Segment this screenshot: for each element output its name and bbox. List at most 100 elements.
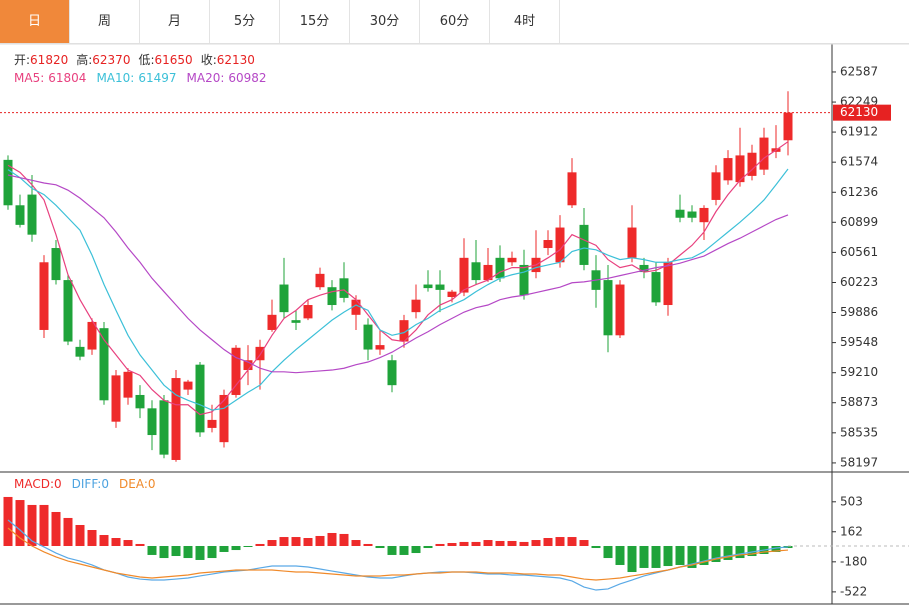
legend-text: 61650 <box>155 53 193 67</box>
y-tick-label: 58535 <box>840 425 878 439</box>
candle-body <box>747 152 757 176</box>
macd-bar <box>555 537 565 546</box>
macd-bar <box>723 545 733 560</box>
macd-bar <box>651 545 661 568</box>
macd-bar <box>171 545 181 557</box>
period-tab[interactable]: 30分 <box>350 0 420 43</box>
candle-body <box>423 284 433 289</box>
legend-text: 收: <box>201 53 217 67</box>
macd-bar <box>243 545 253 547</box>
macd-bar <box>531 540 541 546</box>
macd-bar <box>351 540 361 546</box>
candle-body <box>27 194 37 235</box>
candle-body <box>519 264 529 296</box>
period-tab[interactable]: 周 <box>70 0 140 43</box>
macd-bar <box>75 524 85 546</box>
candle-body <box>411 299 421 313</box>
y-tick-label: 62587 <box>840 64 878 78</box>
period-tab[interactable]: 4时 <box>490 0 560 43</box>
candle-body <box>555 227 565 263</box>
candle-body <box>507 257 517 263</box>
legend: MACD:0 DIFF:0 DEA:0 <box>14 477 156 491</box>
candle-body <box>75 346 85 357</box>
legend-text: DIFF: <box>72 477 102 491</box>
candle-body <box>711 172 721 200</box>
macd-bar <box>663 545 673 567</box>
period-tab[interactable]: 5分 <box>210 0 280 43</box>
candle-body <box>291 320 301 323</box>
candle-body <box>135 394 145 409</box>
macd-bar <box>591 545 601 549</box>
macd-bar <box>111 538 121 546</box>
y-tick-label: 59210 <box>840 365 878 379</box>
candle-body <box>435 284 445 290</box>
macd-bar <box>687 545 697 568</box>
macd-bar <box>147 545 157 555</box>
macd-bar <box>303 538 313 546</box>
ma-line <box>7 174 789 374</box>
legend-text: 62370 <box>92 53 130 67</box>
macd-bar <box>315 535 325 546</box>
candle-body <box>483 264 493 281</box>
legend-label: MA10: <box>96 71 134 85</box>
macd-bar <box>615 545 625 565</box>
candle-body <box>207 419 217 428</box>
y-tick-label: -180 <box>840 554 867 568</box>
y-tick-label: 60899 <box>840 215 878 229</box>
y-tick-label: 58873 <box>840 395 878 409</box>
legend-label: MA5: <box>14 71 44 85</box>
candle-body <box>255 346 265 361</box>
candle-body <box>315 273 325 288</box>
macd-bar <box>123 540 133 546</box>
macd-bar <box>279 537 289 546</box>
candle-body <box>363 324 373 350</box>
legend-text: 高: <box>76 52 92 67</box>
macd-bar <box>387 545 397 555</box>
macd-line <box>7 519 789 591</box>
candle-body <box>495 257 505 279</box>
macd-bar <box>207 545 217 559</box>
legend-text: 0 <box>101 477 109 491</box>
candle-body <box>183 381 193 390</box>
period-tab[interactable]: 60分 <box>420 0 490 43</box>
macd-bar <box>771 545 781 552</box>
y-tick-label: 61912 <box>840 125 878 139</box>
candle-body <box>783 112 793 141</box>
legend: 开:61820 高:62370 低:61650 收:62130 <box>14 52 255 67</box>
candle-body <box>87 321 97 350</box>
macd-bar <box>435 543 445 546</box>
macd-bar <box>159 545 169 559</box>
macd-bar <box>735 545 745 559</box>
candle-body <box>111 375 121 422</box>
legend-text: 开: <box>14 53 30 67</box>
macd-bar <box>15 500 25 546</box>
candle-body <box>639 264 649 273</box>
legend-text: 低: <box>138 53 154 67</box>
y-tick-label: 61574 <box>840 155 878 169</box>
candle-body <box>651 272 661 303</box>
macd-bar <box>135 543 145 546</box>
candle-body <box>699 207 709 223</box>
macd-bar <box>543 538 553 546</box>
period-tab[interactable]: 15分 <box>280 0 350 43</box>
period-tab[interactable]: 月 <box>140 0 210 43</box>
macd-bar <box>327 532 337 546</box>
macd-bar <box>375 545 385 549</box>
legend: MA5: 61804 MA10: 61497 MA20: 60982 <box>14 71 267 85</box>
candle-body <box>99 328 109 401</box>
price-tag-label: 62130 <box>840 105 878 119</box>
legend-text: 0 <box>148 477 156 491</box>
macd-bar <box>579 540 589 546</box>
candle-body <box>579 224 589 265</box>
candle-body <box>459 257 469 293</box>
candle-body <box>663 262 673 306</box>
period-tab[interactable]: 日 <box>0 0 70 43</box>
candle-body <box>675 209 685 218</box>
candle-body <box>51 248 61 281</box>
macd-bar <box>195 545 205 560</box>
legend-label: MA20: <box>187 71 225 85</box>
candle-body <box>387 360 397 386</box>
legend-text: 61820 <box>30 53 68 67</box>
candle-body <box>687 211 697 218</box>
